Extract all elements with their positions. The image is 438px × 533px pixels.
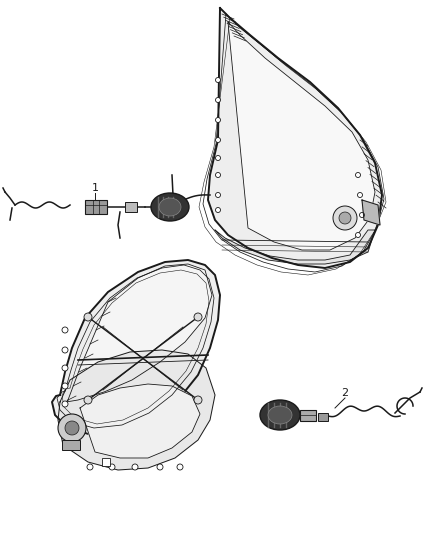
Bar — [85, 200, 107, 214]
Circle shape — [215, 98, 220, 102]
Circle shape — [215, 192, 220, 198]
Polygon shape — [362, 200, 380, 225]
Text: 1: 1 — [92, 183, 99, 193]
Polygon shape — [208, 8, 382, 268]
Circle shape — [356, 232, 360, 238]
Circle shape — [215, 117, 220, 123]
Circle shape — [62, 365, 68, 371]
Circle shape — [84, 313, 92, 321]
Circle shape — [109, 464, 115, 470]
Ellipse shape — [151, 193, 189, 221]
Circle shape — [65, 421, 79, 435]
Polygon shape — [52, 260, 220, 435]
Circle shape — [132, 464, 138, 470]
Polygon shape — [58, 350, 215, 470]
Circle shape — [339, 212, 351, 224]
Bar — [125, 202, 137, 212]
Text: 2: 2 — [342, 388, 349, 398]
Circle shape — [357, 192, 363, 198]
Ellipse shape — [260, 400, 300, 430]
Circle shape — [215, 173, 220, 177]
Bar — [318, 413, 328, 421]
Polygon shape — [228, 22, 375, 250]
Ellipse shape — [159, 198, 181, 216]
Circle shape — [62, 347, 68, 353]
Circle shape — [157, 464, 163, 470]
Circle shape — [215, 207, 220, 213]
Circle shape — [62, 401, 68, 407]
Circle shape — [62, 327, 68, 333]
Circle shape — [194, 313, 202, 321]
Ellipse shape — [268, 406, 292, 424]
Polygon shape — [215, 230, 375, 264]
Circle shape — [215, 138, 220, 142]
Circle shape — [215, 156, 220, 160]
Circle shape — [62, 417, 68, 423]
Circle shape — [84, 396, 92, 404]
Bar — [102, 458, 110, 466]
Circle shape — [62, 383, 68, 389]
Circle shape — [87, 464, 93, 470]
Circle shape — [356, 173, 360, 177]
Circle shape — [194, 396, 202, 404]
Circle shape — [58, 414, 86, 442]
Circle shape — [360, 213, 364, 217]
Bar — [62, 440, 80, 450]
Polygon shape — [80, 384, 200, 458]
Circle shape — [333, 206, 357, 230]
Bar — [300, 410, 316, 421]
Circle shape — [215, 77, 220, 83]
Polygon shape — [66, 264, 212, 402]
Circle shape — [177, 464, 183, 470]
